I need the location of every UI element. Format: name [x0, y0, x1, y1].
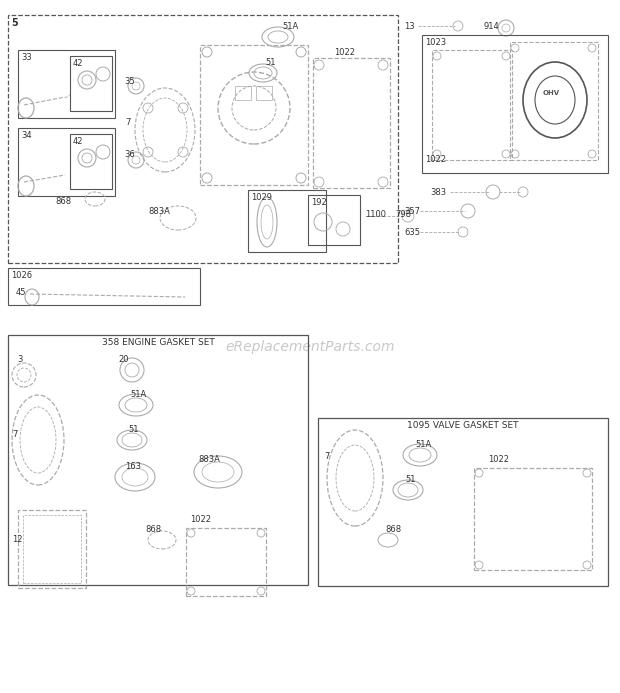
Text: 33: 33: [21, 53, 32, 62]
Text: 883A: 883A: [198, 455, 220, 464]
Bar: [8, 335, 308, 585]
Text: 51A: 51A: [415, 440, 432, 449]
Bar: [432, 50, 512, 160]
Text: 7: 7: [324, 452, 329, 461]
Text: 34: 34: [21, 131, 32, 140]
Text: 383: 383: [430, 188, 446, 197]
Text: 163: 163: [125, 462, 141, 471]
Bar: [200, 45, 308, 185]
Bar: [18, 128, 115, 196]
Text: 20: 20: [118, 355, 128, 364]
Bar: [510, 42, 598, 160]
Text: 1022: 1022: [425, 155, 446, 164]
Text: 3: 3: [17, 355, 22, 364]
Text: 45: 45: [16, 288, 27, 297]
Text: 192: 192: [311, 198, 327, 207]
Text: 1095 VALVE GASKET SET: 1095 VALVE GASKET SET: [407, 421, 519, 430]
Text: 51: 51: [128, 425, 138, 434]
Bar: [186, 528, 266, 596]
Text: 1100: 1100: [365, 210, 386, 219]
Bar: [70, 56, 112, 111]
Text: 883A: 883A: [148, 207, 170, 216]
Bar: [8, 15, 398, 263]
Text: 51: 51: [265, 58, 275, 67]
Text: 798: 798: [395, 210, 411, 219]
Text: 51A: 51A: [130, 390, 146, 399]
Text: 7: 7: [125, 118, 130, 127]
Text: 13: 13: [404, 22, 415, 31]
Text: 1029: 1029: [251, 193, 272, 202]
Text: 868: 868: [385, 525, 401, 534]
Text: 1023: 1023: [425, 38, 446, 47]
Text: 51: 51: [405, 475, 415, 484]
Text: 868: 868: [145, 525, 161, 534]
Text: 12: 12: [12, 535, 22, 544]
Text: 36: 36: [124, 150, 135, 159]
Text: 5: 5: [11, 18, 18, 28]
Text: 357: 357: [404, 207, 420, 216]
Text: 1022: 1022: [334, 48, 355, 57]
Bar: [235, 86, 251, 100]
Bar: [318, 418, 608, 586]
Text: 51A: 51A: [282, 22, 298, 31]
Text: 635: 635: [404, 228, 420, 237]
Bar: [248, 190, 326, 252]
Text: 914: 914: [484, 22, 500, 31]
Text: 868: 868: [55, 197, 71, 206]
Bar: [18, 50, 115, 118]
Text: 1026: 1026: [11, 271, 32, 280]
Bar: [23, 515, 81, 583]
Text: eReplacementParts.com: eReplacementParts.com: [225, 340, 395, 353]
Bar: [70, 134, 112, 189]
Text: 35: 35: [124, 77, 135, 86]
Text: 7: 7: [12, 430, 17, 439]
Bar: [422, 35, 608, 173]
Bar: [8, 268, 200, 305]
Text: OHV: OHV: [543, 90, 560, 96]
Bar: [18, 510, 86, 588]
Text: 358 ENGINE GASKET SET: 358 ENGINE GASKET SET: [102, 338, 215, 347]
Text: 42: 42: [73, 59, 84, 68]
Bar: [313, 58, 390, 188]
Bar: [256, 86, 272, 100]
Text: 1022: 1022: [488, 455, 509, 464]
Bar: [308, 195, 360, 245]
Text: 1022: 1022: [190, 515, 211, 524]
Bar: [474, 468, 592, 570]
Text: 42: 42: [73, 137, 84, 146]
